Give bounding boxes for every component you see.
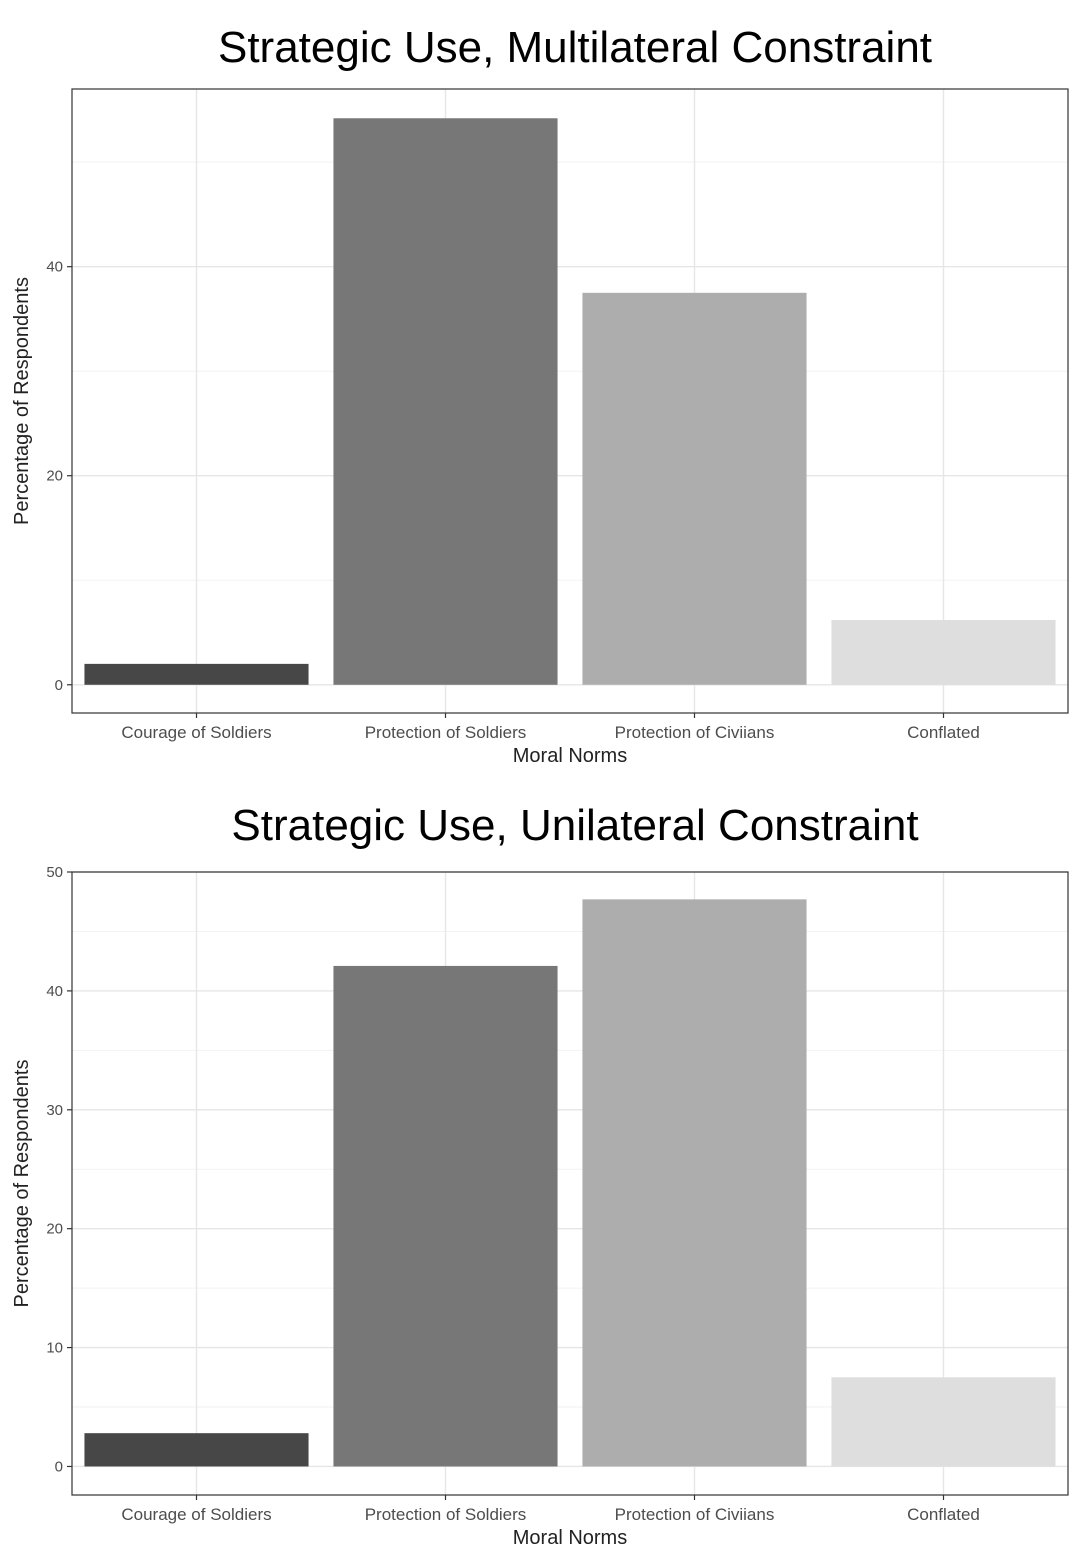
chart-panel-1: Strategic Use, Multilateral Constraint 0 2… bbox=[11, 23, 1069, 767]
x-tick-label: Courage of Soldiers bbox=[121, 1505, 271, 1524]
x-tick-label: Protection of Civiians bbox=[615, 723, 775, 742]
x-tick-label: Protection of Civiians bbox=[615, 1505, 775, 1524]
y-axis-label: Percentage of Respondents bbox=[11, 277, 33, 525]
x-tick-label: Conflated bbox=[907, 723, 980, 742]
x-axis-label: Moral Norms bbox=[513, 745, 627, 767]
y-tick-label: 20 bbox=[46, 468, 63, 485]
bar-3 bbox=[582, 292, 807, 685]
y-tick-label: 0 bbox=[55, 677, 63, 694]
y-tick-label: 40 bbox=[46, 983, 63, 1000]
bar-1 bbox=[84, 663, 309, 685]
x-tick-label: Protection of Soldiers bbox=[365, 1505, 527, 1524]
x-tick-label: Courage of Soldiers bbox=[121, 723, 271, 742]
plot-border bbox=[71, 88, 1069, 714]
bar-4 bbox=[831, 1377, 1056, 1467]
x-tick-label: Conflated bbox=[907, 1505, 980, 1524]
chart-panel-2: Strategic Use, Unilateral Constraint 0 10 2… bbox=[11, 801, 1069, 1549]
bar-2 bbox=[333, 965, 558, 1467]
plot-border bbox=[71, 871, 1069, 1496]
bar-2 bbox=[333, 118, 558, 685]
chart-title: Strategic Use, Multilateral Constraint bbox=[218, 23, 932, 72]
y-tick-label: 30 bbox=[46, 1102, 63, 1119]
bar-4 bbox=[831, 619, 1056, 685]
chart-title: Strategic Use, Unilateral Constraint bbox=[231, 801, 918, 850]
y-tick-label: 40 bbox=[46, 259, 63, 276]
x-axis-label: Moral Norms bbox=[513, 1527, 627, 1549]
x-tick-label: Protection of Soldiers bbox=[365, 723, 527, 742]
bar-1 bbox=[84, 1433, 309, 1467]
y-tick-label: 20 bbox=[46, 1221, 63, 1238]
y-tick-label: 50 bbox=[46, 864, 63, 881]
y-tick-label: 0 bbox=[55, 1458, 63, 1475]
y-axis-label: Percentage of Respondents bbox=[11, 1060, 33, 1308]
y-tick-label: 10 bbox=[46, 1340, 63, 1357]
bar-3 bbox=[582, 899, 807, 1467]
